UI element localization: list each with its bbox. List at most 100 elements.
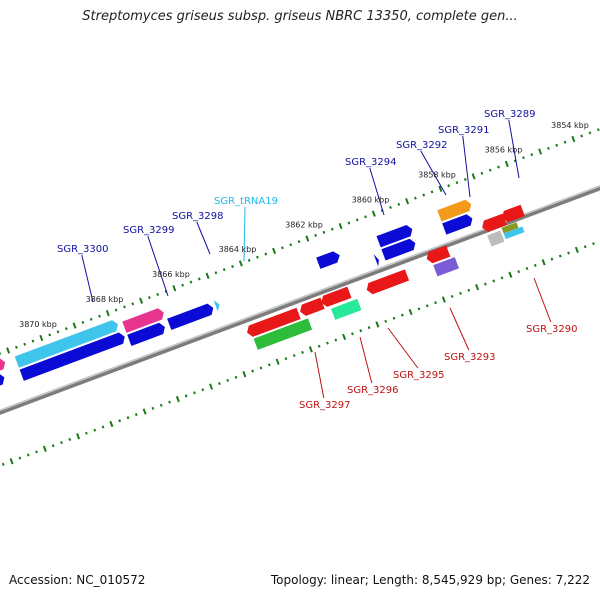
gene-feature-sgr-3291[interactable] [381,237,417,261]
gene-label[interactable]: SGR_3292 [396,140,448,151]
gene-label[interactable]: SGR_3290 [526,324,578,335]
gene-feature-sgr-3290[interactable] [433,257,459,277]
tick-label: 3870 kbp [19,320,57,329]
minor-tick [256,255,259,259]
minor-tick [289,243,293,247]
gene-feature-blue-5[interactable] [373,253,381,267]
tick-label: 3864 kbp [219,245,257,254]
leader-line [533,277,552,323]
gene-feature-green-1[interactable] [253,318,313,350]
gene-features[interactable] [0,168,536,452]
minor-tick [226,378,230,382]
gene-label[interactable]: SGR_tRNA19 [214,196,278,207]
gene-feature-red-4[interactable] [425,245,451,264]
major-tick [405,198,410,205]
major-tick [441,296,446,303]
gene-feature-blue-2[interactable] [127,321,167,346]
minor-tick [530,153,534,157]
major-tick [571,135,576,143]
minor-tick [467,288,471,292]
minor-tick [347,221,351,225]
leader-line [508,119,520,179]
gene-label[interactable]: SGR_3293 [444,352,496,363]
minor-tick [522,156,525,160]
minor-tick [389,205,392,209]
minor-tick [31,339,35,343]
gene-label[interactable]: SGR_3294 [345,157,397,168]
gene-label[interactable]: SGR_3289 [484,109,536,120]
gene-feature-sgr-3293[interactable] [365,269,410,295]
major-tick [308,346,313,353]
gene-label[interactable]: SGR_3296 [347,385,399,396]
gene-feature-sgr-3297[interactable] [245,307,301,339]
major-tick [508,271,513,278]
minor-tick [48,333,52,337]
gene-feature-gray-1[interactable] [487,230,505,247]
tick-label: 3854 kbp [551,121,589,130]
major-tick [209,383,214,390]
major-tick [471,173,476,180]
gene-feature-sgr-3289[interactable] [437,198,473,222]
gene-feature-red-2[interactable] [319,286,352,309]
minor-tick [547,146,550,150]
gene-feature-sgr-3298[interactable] [122,307,166,333]
major-tick [109,420,114,428]
gene-feature-red-6[interactable] [500,204,525,224]
gene-feature-sgr-3296[interactable] [298,297,325,318]
gene-feature-sgr-3294[interactable] [316,250,342,269]
minor-tick [101,425,105,429]
tick-label: 3860 kbp [352,195,390,204]
major-tick [6,347,11,354]
gene-labels[interactable]: SGR_3300 SGR_3299 SGR_3298 SGR_tRNA19 SGR_32… [57,109,578,411]
minor-tick [301,350,304,354]
minor-tick [592,242,595,246]
minor-tick [60,441,63,445]
minor-tick [330,227,334,231]
minor-tick [15,345,18,349]
gene-feature-blue-1[interactable] [0,372,6,400]
gene-feature-blue-4[interactable] [442,213,474,235]
gene-label[interactable]: SGR_3297 [299,400,351,411]
minor-tick [422,193,426,197]
gene-label[interactable]: SGR_3291 [438,125,490,136]
minor-tick [35,450,38,454]
minor-tick [151,406,155,410]
gene-feature-sgr-3300[interactable] [14,319,120,368]
minor-tick [359,329,363,333]
minor-tick [123,305,126,309]
minor-tick [455,181,459,185]
gene-feature-blue-3[interactable] [167,302,215,330]
gene-feature-red-5[interactable] [480,213,507,234]
leader-line [462,135,471,198]
gene-feature-cyan-2[interactable] [503,226,525,240]
minor-tick [364,215,367,219]
leader-line [243,206,246,262]
gene-feature-olive-1[interactable] [501,222,519,234]
minor-tick [414,196,417,200]
minor-tick [447,184,451,188]
topology-text: Topology: linear; Length: 8,545,929 bp; … [270,573,590,587]
minor-tick [417,307,421,311]
minor-tick [26,453,30,457]
leader-line [147,235,169,297]
leader-line [314,351,325,399]
minor-tick [550,257,554,261]
major-tick [76,433,81,440]
gene-feature-sgr-3299[interactable] [19,331,127,381]
gene-label[interactable]: SGR_3298 [172,211,224,222]
major-tick [408,308,413,316]
gene-label[interactable]: SGR_3300 [57,244,109,255]
tick-label: 3866 kbp [152,270,190,279]
gene-label[interactable]: SGR_3295 [393,370,445,381]
major-tick [105,309,110,317]
gene-feature-sgr-3292[interactable] [376,224,414,248]
minor-tick [425,304,429,308]
minor-tick [0,352,2,356]
gene-feature-sgr-3295[interactable] [331,298,362,320]
gene-label[interactable]: SGR_3299 [123,225,175,236]
gene-feature-sgr-trna19[interactable] [213,299,222,312]
minor-tick [201,388,205,392]
minor-tick [156,292,160,297]
major-tick [541,259,546,266]
